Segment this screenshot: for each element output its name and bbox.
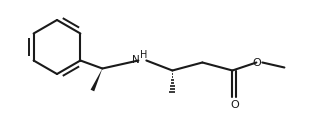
Text: O: O [230,99,239,109]
Text: H: H [140,49,147,59]
Polygon shape [91,68,102,91]
Text: O: O [252,57,261,68]
Text: N: N [132,55,139,65]
